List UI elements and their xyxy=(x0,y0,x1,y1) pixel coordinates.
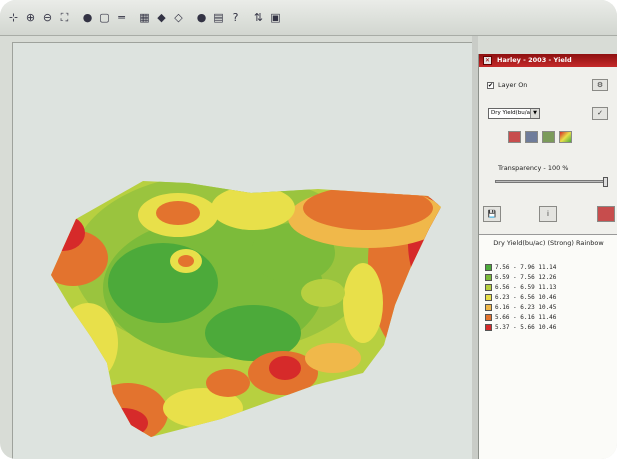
layer-add-icon[interactable]: ◆ xyxy=(157,11,166,24)
record-icon[interactable]: ● xyxy=(196,11,207,24)
rectangle-select-icon[interactable]: ▢ xyxy=(99,11,110,24)
attribute-select[interactable]: Dry Yield(bu/ac) ▼ xyxy=(488,108,540,119)
color-ramp-icon[interactable] xyxy=(559,131,572,143)
legend-swatch xyxy=(485,294,492,301)
legend-style-icon[interactable] xyxy=(508,131,521,143)
legend-label: 7.56 - 7.96 11.14 xyxy=(495,264,557,271)
legend-item: 5.66 - 6.16 11.46 xyxy=(485,313,556,322)
layer-panel: ✕ Harley - 2003 - Yield ✔ Layer On ⚙ Dry… xyxy=(478,54,617,459)
legend-item: 5.37 - 5.66 10.46 xyxy=(485,323,556,332)
layer-edit-icon[interactable]: ◇ xyxy=(174,11,183,24)
zoom-extent-icon[interactable]: ⛶ xyxy=(60,11,69,24)
legend-label: 6.59 - 7.56 12.26 xyxy=(495,274,557,281)
transparency-slider[interactable] xyxy=(495,177,608,187)
legend-swatch xyxy=(485,284,492,291)
palette-icon[interactable] xyxy=(542,131,555,143)
splitter[interactable] xyxy=(472,36,478,459)
line-tool-icon[interactable]: ═ xyxy=(118,11,125,24)
legend-label: 5.37 - 5.66 10.46 xyxy=(495,324,557,331)
layer-on-label: Layer On xyxy=(498,81,528,89)
layer-on-checkbox[interactable]: ✔ xyxy=(487,82,494,89)
checkmark-icon[interactable]: ✓ xyxy=(592,107,608,120)
pointer-icon[interactable]: ⊹ xyxy=(8,11,19,24)
chevron-down-icon: ▼ xyxy=(530,109,539,118)
save-icon[interactable]: 💾 xyxy=(483,206,501,222)
help-icon[interactable]: ? xyxy=(232,11,239,24)
table-icon[interactable]: ▦ xyxy=(139,11,150,24)
legend-swatch xyxy=(485,314,492,321)
legend-item: 6.59 - 7.56 12.26 xyxy=(485,273,556,282)
slider-thumb[interactable] xyxy=(603,177,608,187)
legend-label: 5.66 - 6.16 11.46 xyxy=(495,314,557,321)
yield-map xyxy=(51,181,441,437)
legend-label: 6.16 - 6.23 10.45 xyxy=(495,304,557,311)
legend-label: 6.56 - 6.59 11.13 xyxy=(495,284,557,291)
legend-swatch xyxy=(485,274,492,281)
zoom-in-icon[interactable]: ⊕ xyxy=(25,11,36,24)
globe-icon[interactable]: ● xyxy=(82,11,93,24)
map-view[interactable] xyxy=(12,42,474,459)
field-boundary xyxy=(51,181,441,437)
grid-icon[interactable]: ▤ xyxy=(213,11,224,24)
layer-properties-icon[interactable]: ⚙ xyxy=(592,79,608,91)
legend-item: 7.56 - 7.96 11.14 xyxy=(485,263,556,272)
panel-title: ✕ Harley - 2003 - Yield xyxy=(479,54,617,67)
legend-label: 6.23 - 6.56 10.46 xyxy=(495,294,557,301)
legend-item: 6.16 - 6.23 10.45 xyxy=(485,303,556,312)
classify-icon[interactable] xyxy=(525,131,538,143)
toolbar: ⊹ ⊕ ⊖ ⛶ ● ▢ ═ ▦ ◆ ◇ ● ▤? ⇅ ▣ xyxy=(0,0,617,36)
calendar-icon[interactable]: ▣ xyxy=(270,11,281,24)
delete-icon[interactable] xyxy=(597,206,615,222)
sort-icon[interactable]: ⇅ xyxy=(253,11,264,24)
info-icon[interactable]: i xyxy=(539,206,557,222)
legend-swatch xyxy=(485,324,492,331)
legend-swatch xyxy=(485,264,492,271)
legend-title: Dry Yield(bu/ac) (Strong) Rainbow xyxy=(493,239,604,247)
legend: Dry Yield(bu/ac) (Strong) Rainbow 7.56 -… xyxy=(479,234,617,459)
legend-item: 6.23 - 6.56 10.46 xyxy=(485,293,556,302)
zoom-out-icon[interactable]: ⊖ xyxy=(42,11,53,24)
legend-item: 6.56 - 6.59 11.13 xyxy=(485,283,556,292)
close-icon[interactable]: ✕ xyxy=(483,56,492,65)
transparency-label: Transparency - 100 % xyxy=(498,164,569,172)
legend-swatch xyxy=(485,304,492,311)
